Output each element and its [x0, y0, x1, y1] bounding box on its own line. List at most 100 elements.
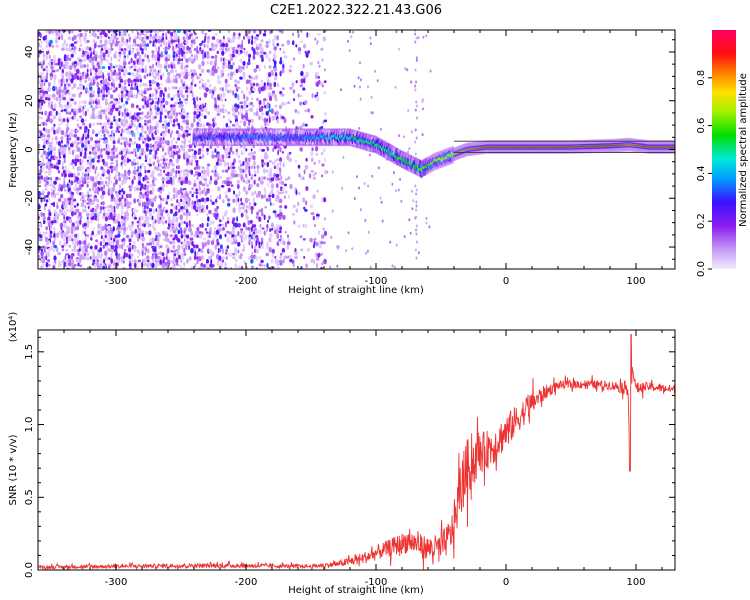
heatmap-noise-cell: [292, 119, 295, 125]
heatmap-noise-cell: [184, 168, 189, 173]
heatmap-noise-cell: [45, 30, 48, 33]
heatmap-noise-cell: [236, 80, 240, 84]
heatmap-noise-cell: [45, 75, 48, 80]
heatmap-noise-cell: [49, 118, 54, 124]
heatmap-noise-cell: [167, 128, 171, 134]
heatmap-noise-cell: [88, 57, 93, 63]
heatmap-noise-cell: [130, 90, 133, 96]
heatmap-noise-cell: [415, 116, 418, 120]
heatmap-noise-cell: [83, 100, 87, 105]
heatmap-noise-cell: [121, 194, 124, 200]
heatmap-noise-cell: [188, 49, 193, 54]
heatmap-noise-cell: [258, 46, 262, 51]
heatmap-noise-cell: [224, 233, 227, 238]
heatmap-noise-cell: [265, 252, 269, 257]
heatmap-noise-cell: [194, 200, 197, 205]
heatmap-noise-cell: [428, 225, 431, 229]
heatmap-noise-cell: [73, 51, 77, 55]
heatmap-noise-cell: [229, 165, 233, 170]
heatmap-noise-cell: [193, 48, 197, 51]
heatmap-noise-cell: [65, 169, 69, 173]
heatmap-noise-cell: [50, 195, 55, 198]
heatmap-noise-cell: [131, 179, 134, 185]
heatmap-noise-cell: [81, 248, 86, 253]
heatmap-noise-cell: [277, 266, 280, 269]
heatmap-noise-cell: [255, 248, 259, 254]
heatmap-noise-cell: [78, 30, 82, 33]
heatmap-noise-cell: [185, 119, 190, 123]
heatmap-noise-cell: [258, 67, 261, 72]
heatmap-noise-cell: [71, 241, 75, 245]
heatmap-noise-cell: [185, 32, 188, 37]
heatmap-noise-cell: [172, 57, 176, 62]
heatmap-noise-cell: [248, 90, 252, 95]
heatmap-noise-cell: [171, 45, 175, 52]
heatmap-noise-cell: [239, 254, 242, 260]
heatmap-noise-cell: [214, 32, 218, 36]
heatmap-noise-cell: [125, 42, 128, 47]
heatmap-noise-cell: [191, 148, 194, 152]
heatmap-noise-cell: [206, 213, 209, 217]
heatmap-noise-cell: [200, 248, 204, 254]
heatmap-noise-cell: [79, 126, 82, 130]
heatmap-noise-cell: [279, 226, 282, 231]
heatmap-noise-cell: [201, 231, 204, 235]
heatmap-noise-cell: [179, 194, 183, 199]
heatmap-noise-cell: [186, 112, 189, 116]
heatmap-noise-cell: [45, 79, 48, 83]
heatmap-noise-cell: [120, 148, 124, 152]
heatmap-noise-cell: [193, 150, 197, 156]
heatmap-noise-cell: [240, 90, 244, 94]
heatmap-noise-cell: [124, 175, 129, 181]
heatmap-noise-cell: [43, 234, 46, 238]
heatmap-noise-cell: [91, 158, 95, 163]
heatmap-noise-cell: [45, 54, 48, 60]
heatmap-noise-cell: [248, 240, 251, 246]
heatmap-noise-cell: [61, 172, 64, 177]
heatmap-noise-cell: [235, 54, 238, 59]
heatmap-noise-cell: [89, 168, 91, 173]
heatmap-noise-cell: [201, 166, 205, 170]
heatmap-noise-cell: [242, 151, 245, 155]
heatmap-noise-cell: [48, 248, 51, 252]
heatmap-noise-cell: [248, 172, 251, 177]
heatmap-noise-cell: [350, 35, 353, 39]
heatmap-noise-cell: [104, 33, 108, 38]
heatmap-noise-cell: [156, 128, 160, 134]
heatmap-noise-cell: [167, 86, 171, 91]
heatmap-noise-cell: [291, 213, 296, 216]
heatmap-noise-cell: [214, 208, 218, 213]
heatmap-noise-cell: [175, 78, 178, 84]
heatmap-noise-cell: [227, 30, 231, 34]
heatmap-noise-cell: [80, 64, 84, 69]
heatmap-noise-cell: [280, 252, 283, 256]
heatmap-noise-cell: [204, 32, 208, 36]
heatmap-noise-cell: [407, 109, 410, 112]
heatmap-noise-cell: [282, 187, 285, 192]
heatmap-noise-cell: [208, 235, 211, 238]
heatmap-noise-cell: [144, 53, 147, 58]
heatmap-noise-cell: [40, 223, 43, 228]
heatmap-noise-cell: [125, 212, 130, 217]
heatmap-noise-cell: [302, 176, 305, 181]
heatmap-noise-cell: [113, 207, 116, 214]
heatmap-noise-cell: [151, 126, 155, 131]
heatmap-noise-cell: [393, 171, 395, 175]
heatmap-noise-cell: [40, 175, 43, 180]
heatmap-noise-cell: [47, 252, 50, 257]
heatmap-noise-cell: [185, 201, 188, 205]
heatmap-noise-cell: [55, 69, 60, 72]
heatmap-noise-cell: [47, 147, 50, 151]
heatmap-noise-cell: [68, 30, 71, 35]
heatmap-noise-cell: [156, 123, 160, 128]
heatmap-noise-cell: [279, 146, 282, 153]
heatmap-noise-cell: [94, 151, 98, 156]
heatmap-noise-cell: [178, 208, 181, 213]
heatmap-noise-cell: [76, 87, 80, 90]
heatmap-noise-cell: [271, 161, 275, 165]
heatmap-noise-cell: [260, 207, 264, 214]
heatmap-noise-cell: [156, 166, 160, 172]
heatmap-noise-cell: [232, 32, 236, 37]
heatmap-noise-cell: [394, 85, 397, 89]
heatmap-noise-cell: [161, 130, 165, 134]
